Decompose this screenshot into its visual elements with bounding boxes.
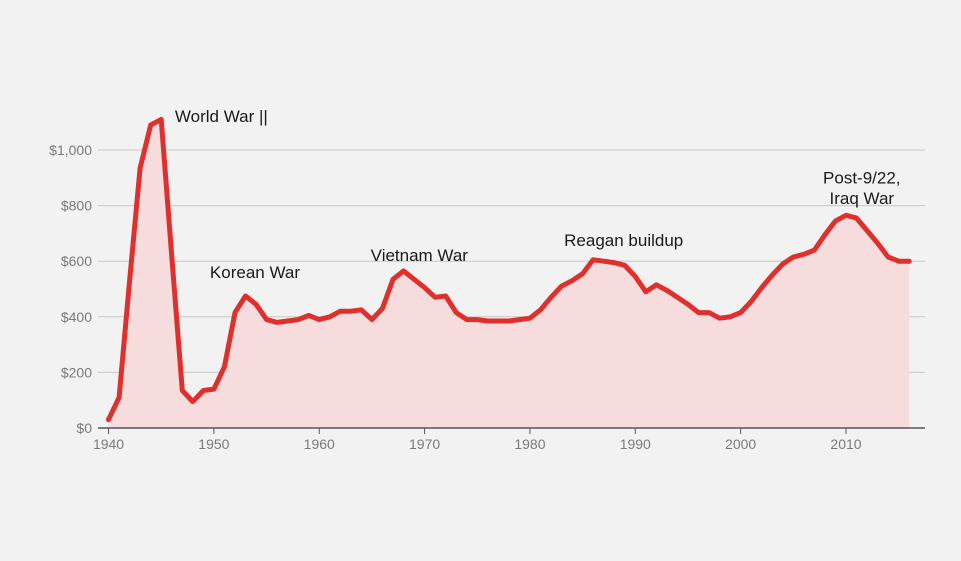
x-tick-label: 1990 (620, 436, 651, 452)
annotation-label: Post-9/22, (823, 168, 901, 187)
x-tick-label: 2010 (830, 436, 861, 452)
y-tick-label: $400 (61, 309, 92, 325)
annotation-label: Vietnam War (371, 246, 469, 265)
x-tick-label: 2000 (725, 436, 756, 452)
series-area (108, 119, 910, 429)
y-tick-label: $800 (61, 198, 92, 214)
annotation-label: Korean War (210, 263, 300, 282)
x-tick-label: 1940 (93, 436, 124, 452)
annotation-label: World War || (175, 107, 268, 126)
x-tick-label: 1960 (304, 436, 335, 452)
annotation-label: Reagan buildup (564, 231, 683, 250)
y-tick-label: $600 (61, 253, 92, 269)
axes: $0 $200 $400 $600 $800 $1,000 1940 1950 1960 1970… (49, 142, 925, 452)
y-tick-label: $0 (76, 420, 92, 436)
plot-area (106, 116, 912, 429)
x-tick-label: 1950 (198, 436, 229, 452)
series-line (106, 116, 912, 423)
annotation-label: Iraq War (830, 189, 895, 208)
annotations: World War || Korean War Vietnam War Reagan … (175, 107, 901, 282)
x-tick-label: 1980 (514, 436, 545, 452)
y-tick-label: $200 (61, 364, 92, 380)
x-tick-label: 1970 (409, 436, 440, 452)
y-tick-label: $1,000 (49, 142, 92, 158)
